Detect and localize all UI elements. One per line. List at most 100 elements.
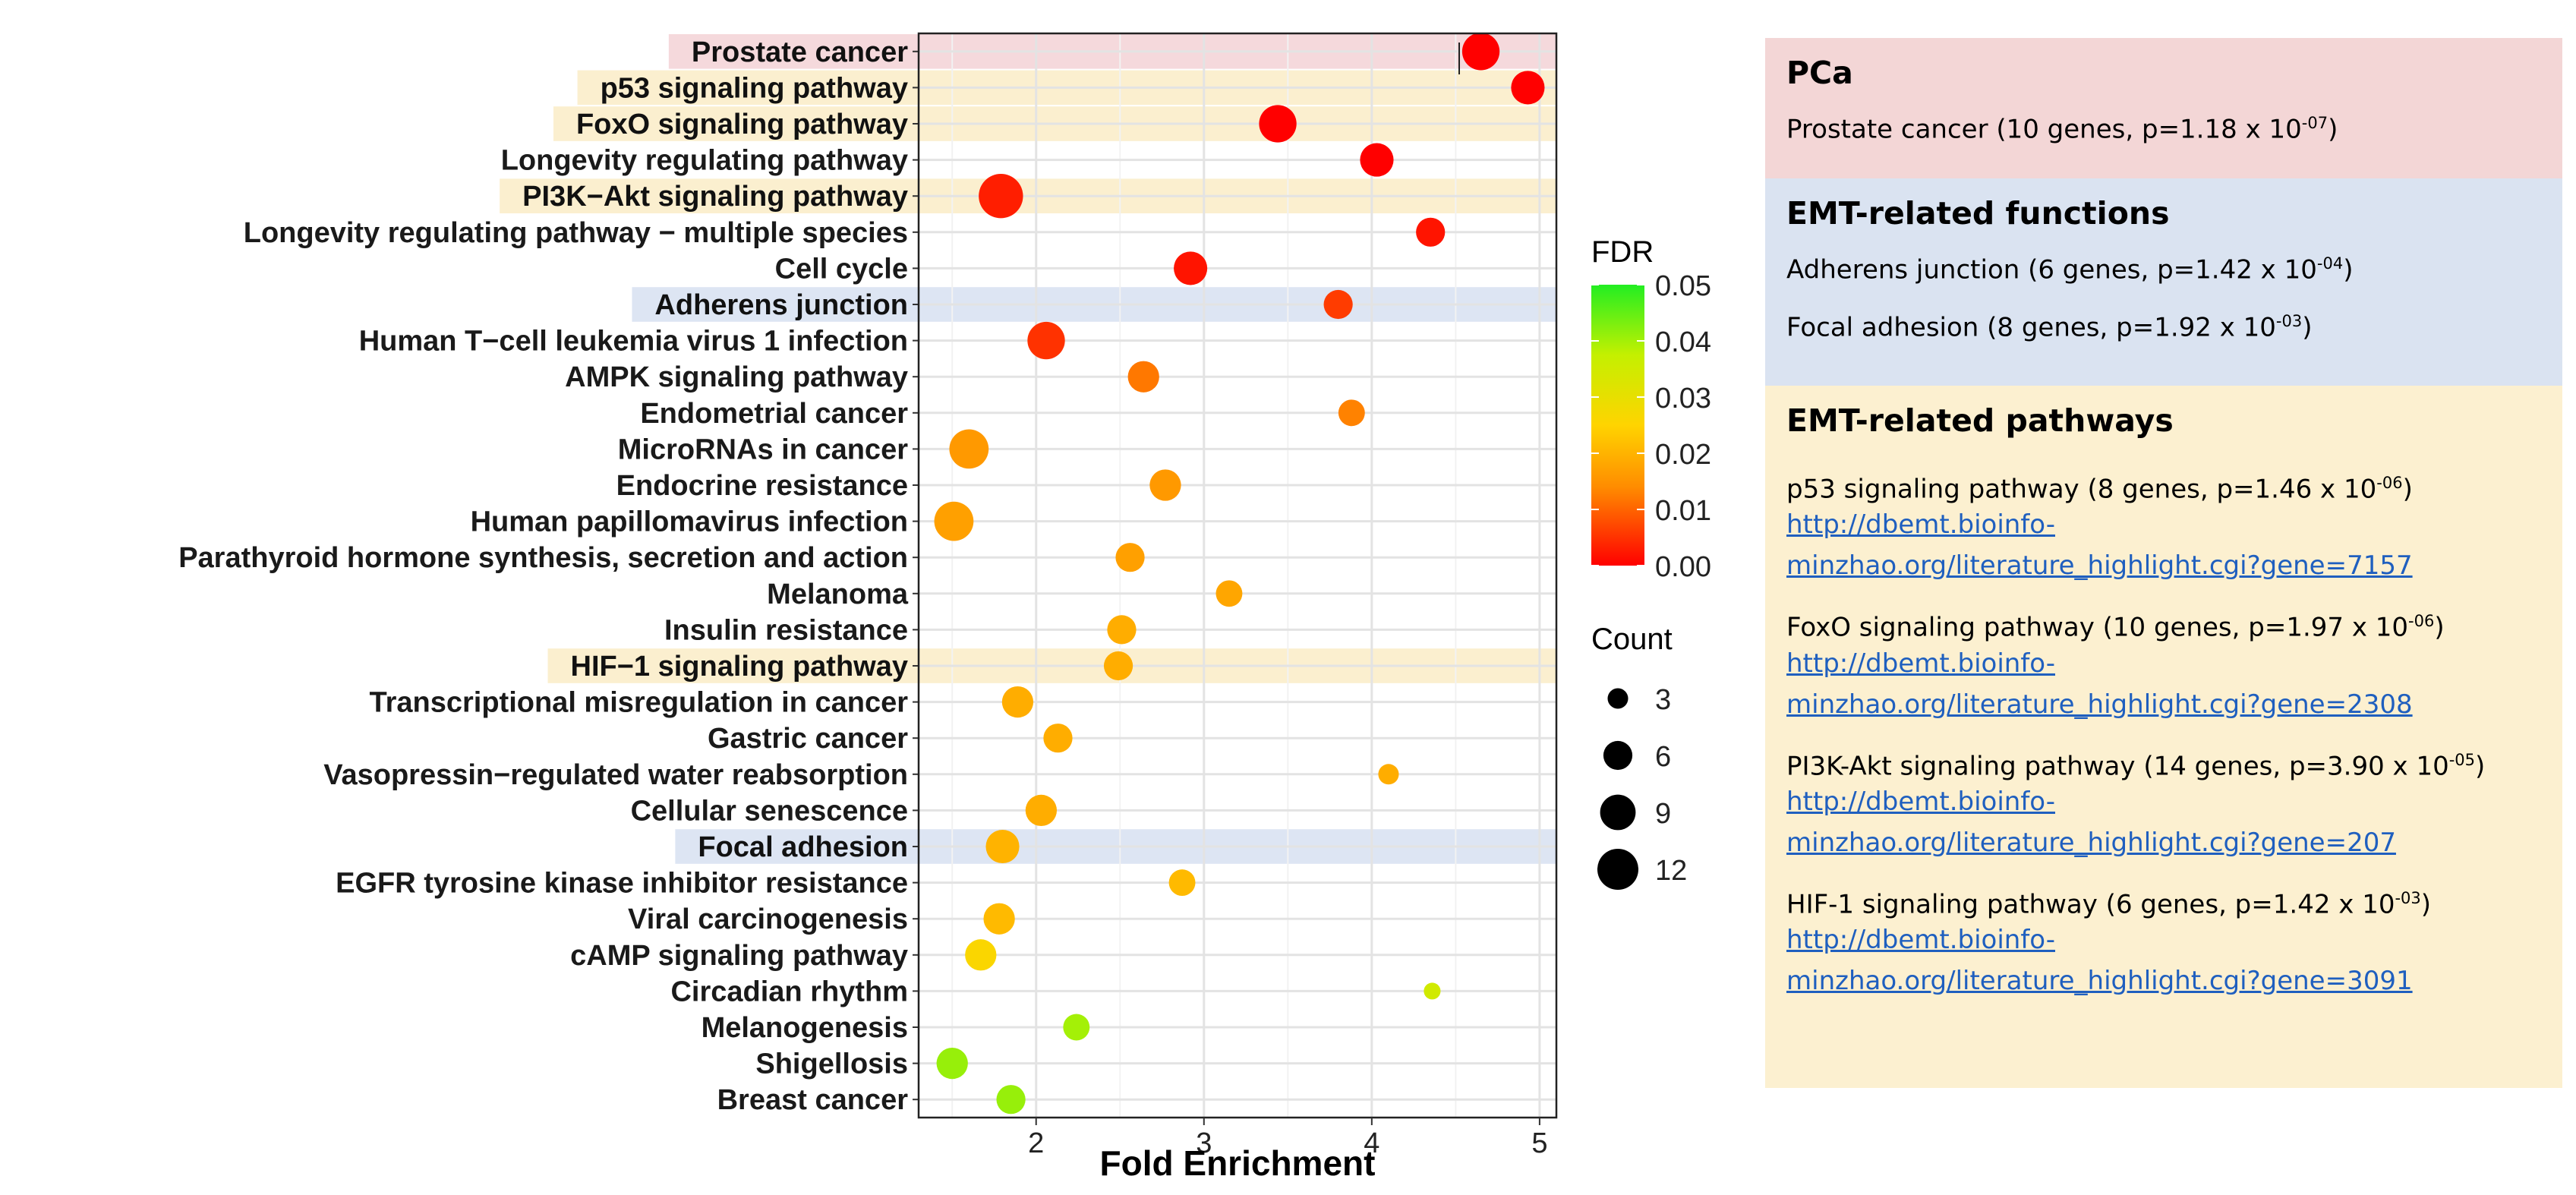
emt-pathways-header: EMT-related pathways <box>1786 402 2174 439</box>
category-label: Cellular senescence <box>631 795 908 827</box>
annotation-panel: PCa Prostate cancer (10 genes, p=1.18 x … <box>1765 38 2562 1088</box>
size-legend-label: 9 <box>1655 798 1671 830</box>
colorbar-tick-label: 0.00 <box>1655 551 1711 583</box>
pca-entry: Prostate cancer (10 genes, p=1.18 x 10-0… <box>1786 114 2338 145</box>
category-label: Circadian rhythm <box>670 976 908 1007</box>
category-label: Longevity regulating pathway − multiple … <box>244 217 908 249</box>
pathway-entry: PI3K-Akt signaling pathway (14 genes, p=… <box>1786 751 2541 863</box>
category-label: p53 signaling pathway <box>601 72 908 104</box>
category-label: Melanogenesis <box>702 1012 908 1044</box>
category-label: Human T−cell leukemia virus 1 infection <box>359 326 908 358</box>
category-label: Viral carcinogenesis <box>628 903 908 935</box>
data-point <box>936 1047 968 1080</box>
data-point <box>1259 105 1297 143</box>
category-label: Gastric cancer <box>708 723 908 755</box>
data-point <box>1103 651 1134 681</box>
data-point <box>1416 217 1446 247</box>
data-point <box>979 174 1023 219</box>
data-point <box>1149 469 1181 501</box>
data-point <box>985 829 1020 864</box>
emt-functions-box: EMT-related functions Adherens junction … <box>1765 178 2562 386</box>
x-tick-label: 3 <box>1196 1127 1212 1159</box>
data-point <box>1025 794 1058 827</box>
data-point <box>1043 724 1073 753</box>
pathway-link[interactable]: http://dbemt.bioinfo-minzhao.org/literat… <box>1786 925 2413 997</box>
data-point <box>1027 321 1065 360</box>
size-legend-dot <box>1600 794 1636 831</box>
count-legend-title: Count <box>1591 623 1673 656</box>
category-label: EGFR tyrosine kinase inhibitor resistanc… <box>336 868 908 900</box>
colorbar-tick-label: 0.01 <box>1655 495 1711 527</box>
category-label: Transcriptional misregulation in cancer <box>369 687 908 719</box>
data-point <box>1174 251 1208 285</box>
category-label: Endometrial cancer <box>640 398 908 430</box>
data-point <box>934 501 974 541</box>
category-label: Human papillomavirus infection <box>471 506 908 538</box>
pathway-link[interactable]: http://dbemt.bioinfo-minzhao.org/literat… <box>1786 509 2413 582</box>
x-axis-label: Fold Enrichment <box>1100 1143 1376 1183</box>
category-label: Vasopressin−regulated water reabsorption <box>323 759 908 791</box>
function-entry: Focal adhesion (8 genes, p=1.92 x 10-03) <box>1786 312 2313 343</box>
category-label: Melanoma <box>767 579 909 610</box>
size-legend-dot <box>1603 740 1633 771</box>
dot-plot: Prostate cancer p53 signaling pathway FoxO… <box>178 32 1711 1183</box>
category-label: AMPK signaling pathway <box>565 361 908 393</box>
data-point <box>1378 764 1399 785</box>
data-point <box>949 429 989 469</box>
x-tick-label: 4 <box>1364 1127 1379 1159</box>
data-point <box>1424 982 1441 1000</box>
pathway-entry-text: FoxO signaling pathway (10 genes, p=1.97… <box>1786 612 2445 643</box>
pathway-entry-text: HIF-1 signaling pathway (6 genes, p=1.42… <box>1786 888 2432 920</box>
pathway-entry-text: PI3K-Akt signaling pathway (14 genes, p=… <box>1786 750 2486 781</box>
x-tick-label: 2 <box>1028 1127 1044 1159</box>
fdr-legend-title: FDR <box>1591 235 1654 269</box>
category-label: Prostate cancer <box>692 36 908 68</box>
category-label: Longevity regulating pathway <box>501 145 908 177</box>
data-point <box>1360 143 1394 177</box>
data-point <box>1001 686 1034 718</box>
emt-functions-header: EMT-related functions <box>1786 195 2170 232</box>
size-legend-label: 6 <box>1655 741 1671 773</box>
colorbar-tick-label: 0.05 <box>1655 270 1711 302</box>
data-point <box>1168 869 1196 897</box>
data-point <box>1127 361 1159 393</box>
category-label: HIF−1 signaling pathway <box>571 651 908 683</box>
category-label: Parathyroid hormone synthesis, secretion… <box>178 542 908 574</box>
count-legend: Count 3 6 9 12 <box>1591 623 1687 891</box>
category-label: Insulin resistance <box>664 614 908 646</box>
pca-header: PCa <box>1786 55 1853 91</box>
pathway-link[interactable]: http://dbemt.bioinfo-minzhao.org/literat… <box>1786 786 2396 858</box>
colorbar-tick-label: 0.04 <box>1655 326 1711 358</box>
pathway-link[interactable]: http://dbemt.bioinfo-minzhao.org/literat… <box>1786 648 2413 720</box>
data-point <box>1323 289 1353 320</box>
data-point <box>1461 33 1500 71</box>
data-point <box>1107 615 1137 645</box>
size-legend-label: 12 <box>1655 855 1687 887</box>
pca-box: PCa Prostate cancer (10 genes, p=1.18 x … <box>1765 38 2562 178</box>
category-label: Shigellosis <box>755 1048 908 1080</box>
category-label: Breast cancer <box>717 1084 909 1116</box>
category-label: cAMP signaling pathway <box>570 940 908 972</box>
category-label: PI3K−Akt signaling pathway <box>522 181 908 213</box>
category-label: Adherens junction <box>654 289 908 321</box>
size-legend-dot <box>1597 848 1639 891</box>
category-label: Focal adhesion <box>698 831 908 863</box>
function-entry: Adherens junction (6 genes, p=1.42 x 10-… <box>1786 254 2354 285</box>
data-point <box>1511 71 1545 105</box>
category-label: Endocrine resistance <box>616 470 908 502</box>
pathway-entry: HIF-1 signaling pathway (6 genes, p=1.42… <box>1786 889 2541 1001</box>
plot-frame <box>917 32 1558 1119</box>
category-label: MicroRNAs in cancer <box>618 434 908 465</box>
data-point <box>965 939 997 971</box>
data-point <box>1338 399 1365 427</box>
colorbar-tick-label: 0.03 <box>1655 383 1711 415</box>
data-point <box>1115 543 1145 572</box>
pathway-entry-text: p53 signaling pathway (8 genes, p=1.46 x… <box>1786 474 2413 505</box>
fdr-colorbar <box>1591 285 1644 566</box>
size-legend-label: 3 <box>1655 684 1671 716</box>
data-point <box>1215 580 1243 607</box>
data-point <box>1063 1014 1090 1041</box>
pathway-entry: p53 signaling pathway (8 genes, p=1.46 x… <box>1786 474 2541 586</box>
category-label: FoxO signaling pathway <box>576 109 908 140</box>
colorbar-tick-label: 0.02 <box>1655 439 1711 471</box>
